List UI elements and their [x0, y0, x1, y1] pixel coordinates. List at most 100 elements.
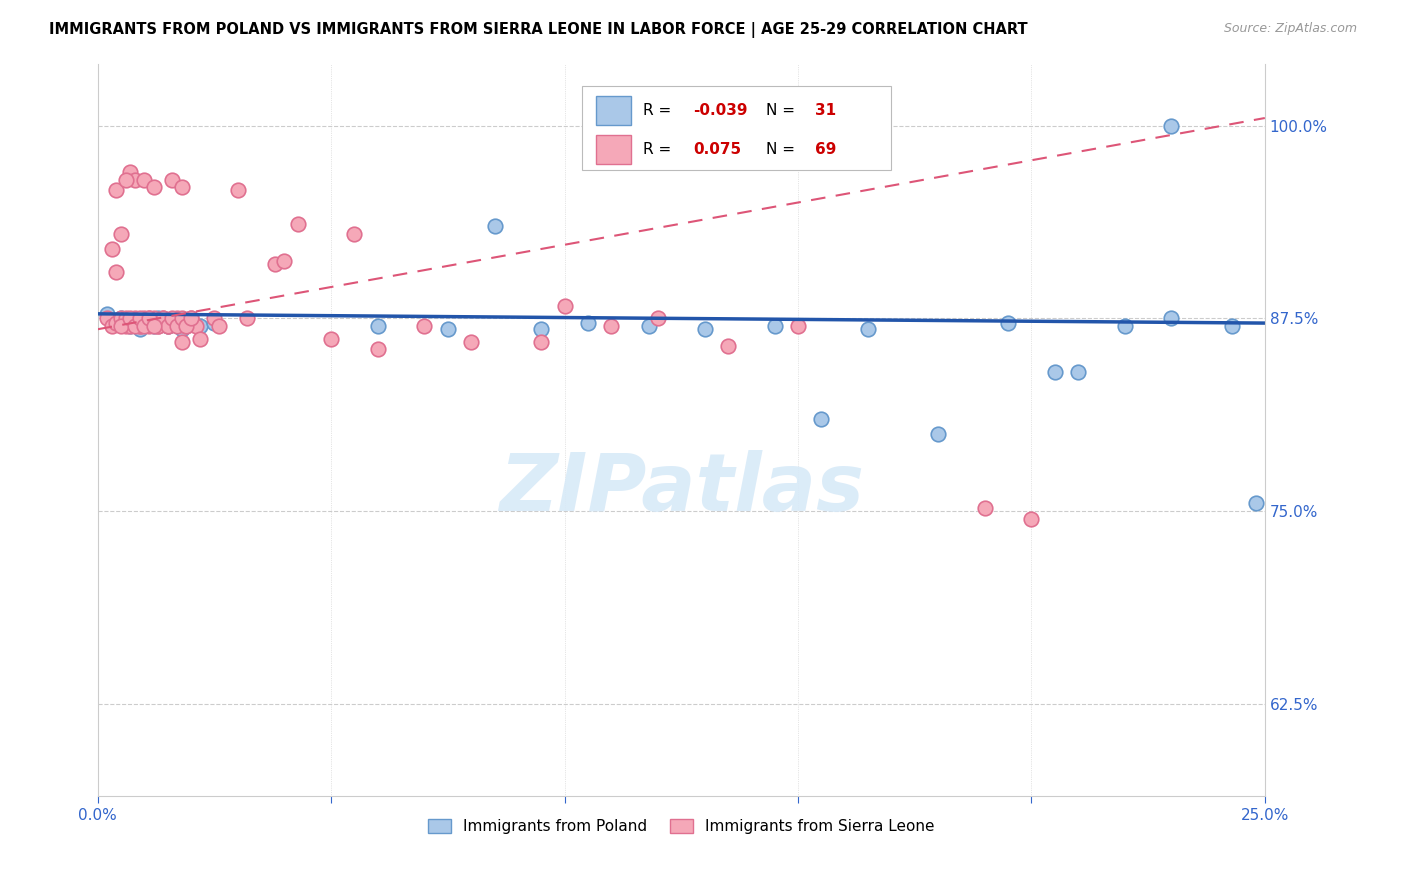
Point [96, 311, 118, 326]
FancyBboxPatch shape [582, 86, 891, 170]
Point [226, 184, 249, 198]
Point [120, 165, 142, 179]
Point [110, 311, 132, 326]
Point [114, 319, 136, 334]
Point [124, 319, 146, 334]
Point [484, 219, 506, 233]
Point [413, 319, 436, 334]
Point [124, 172, 146, 186]
Point [170, 334, 193, 349]
Text: 31: 31 [815, 103, 837, 118]
Point [128, 311, 150, 326]
Point [693, 322, 716, 336]
Text: -0.039: -0.039 [693, 103, 748, 118]
Point [1160, 119, 1182, 133]
Point [787, 319, 810, 334]
Point [142, 311, 165, 326]
Point [1160, 311, 1182, 326]
Point [120, 311, 142, 326]
Text: R =: R = [643, 142, 681, 157]
Point [148, 319, 170, 334]
Point [554, 299, 576, 313]
Point [170, 322, 193, 336]
Point [647, 311, 669, 326]
Point [134, 172, 156, 186]
Point [148, 319, 170, 334]
Legend: Immigrants from Poland, Immigrants from Sierra Leone: Immigrants from Poland, Immigrants from … [422, 813, 941, 840]
Point [202, 311, 225, 326]
Point [142, 319, 165, 334]
Text: N =: N = [766, 142, 800, 157]
Point [287, 218, 309, 232]
Point [343, 227, 366, 241]
Point [134, 319, 156, 334]
Point [105, 184, 128, 198]
Point [1114, 319, 1136, 334]
FancyBboxPatch shape [596, 95, 631, 125]
Point [105, 316, 128, 330]
Text: 69: 69 [815, 142, 837, 157]
Point [190, 319, 212, 334]
Point [128, 322, 150, 336]
Point [110, 227, 132, 241]
Point [1244, 496, 1267, 510]
Point [152, 311, 174, 326]
Point [180, 316, 202, 330]
Point [110, 311, 132, 326]
Text: Source: ZipAtlas.com: Source: ZipAtlas.com [1223, 22, 1357, 36]
Text: N =: N = [766, 103, 800, 118]
Point [110, 319, 132, 334]
Point [367, 343, 389, 357]
Point [264, 258, 287, 272]
Point [367, 319, 389, 334]
Point [156, 319, 179, 334]
Point [162, 172, 184, 186]
Point [763, 319, 786, 334]
Point [717, 339, 740, 353]
Point [437, 322, 460, 336]
Point [973, 501, 995, 516]
FancyBboxPatch shape [596, 135, 631, 164]
Point [637, 319, 659, 334]
Point [180, 311, 202, 326]
Point [180, 311, 202, 326]
Point [236, 311, 259, 326]
Point [810, 411, 832, 425]
Point [138, 311, 160, 326]
Point [134, 316, 156, 330]
Point [1067, 366, 1090, 380]
Point [927, 427, 949, 442]
Point [138, 319, 160, 334]
Point [576, 316, 599, 330]
Point [170, 311, 193, 326]
Point [124, 311, 146, 326]
Point [162, 311, 184, 326]
Point [856, 322, 879, 336]
Point [273, 254, 295, 268]
Point [142, 319, 165, 334]
Point [600, 319, 623, 334]
Point [128, 319, 150, 334]
Point [114, 311, 136, 326]
Point [166, 319, 188, 334]
Point [319, 331, 342, 345]
Point [997, 316, 1019, 330]
Point [202, 316, 225, 330]
Point [100, 319, 122, 334]
Text: ZIPatlas: ZIPatlas [499, 450, 863, 528]
Point [105, 265, 128, 279]
Point [152, 311, 174, 326]
Point [460, 334, 482, 349]
Text: IMMIGRANTS FROM POLAND VS IMMIGRANTS FROM SIERRA LEONE IN LABOR FORCE | AGE 25-2: IMMIGRANTS FROM POLAND VS IMMIGRANTS FRO… [49, 22, 1028, 38]
Point [138, 311, 160, 326]
Point [176, 319, 198, 334]
Point [148, 311, 170, 326]
Text: 0.075: 0.075 [693, 142, 741, 157]
Point [128, 319, 150, 334]
Point [170, 180, 193, 194]
Point [1043, 366, 1066, 380]
Point [176, 319, 198, 334]
Point [184, 319, 207, 334]
Point [156, 319, 179, 334]
Point [142, 180, 165, 194]
